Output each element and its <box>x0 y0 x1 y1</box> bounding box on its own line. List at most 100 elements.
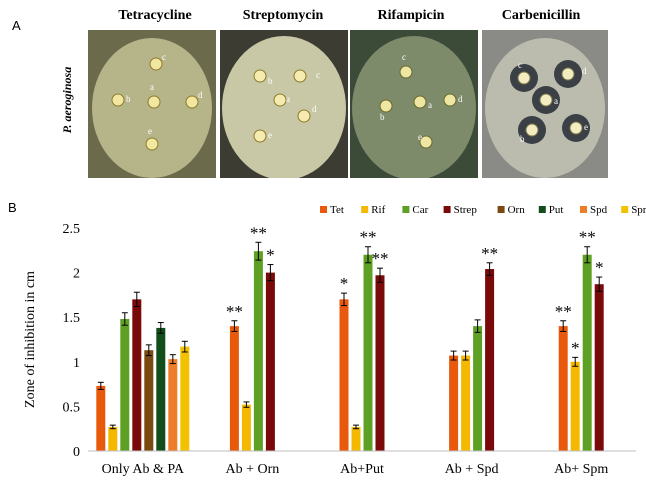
bar-rif <box>461 355 471 451</box>
x-tick-label: Ab+Put <box>340 462 384 477</box>
plate-title-carbenicillin: Carbenicillin <box>501 8 581 23</box>
disc <box>253 69 267 83</box>
plate-carbenicillin: c d b a e <box>482 30 608 178</box>
legend-label-spd: Spd <box>590 204 608 216</box>
legend-swatch-car <box>402 206 410 213</box>
legend-label-strep: Strep <box>454 204 478 216</box>
bar-strep <box>265 272 275 451</box>
disc-label: d <box>458 94 463 104</box>
bar-car <box>253 251 263 451</box>
legend-label-car: Car <box>412 204 428 216</box>
plate-streptomycin: b c a d e <box>220 30 348 178</box>
y-axis-label: Zone of inhibition in cm <box>23 271 38 408</box>
bar-tet <box>449 355 459 451</box>
significance-mark: ** <box>250 223 267 242</box>
disc-label: e <box>584 122 588 132</box>
disc <box>443 93 457 107</box>
y-tick-label: 0 <box>73 445 80 460</box>
bar-rif <box>351 426 361 451</box>
plate-title-streptomycin: Streptomycin <box>242 8 324 23</box>
disc-label: e <box>268 130 272 140</box>
y-tick-label: 0.5 <box>63 400 81 415</box>
significance-mark: ** <box>555 302 572 321</box>
legend-swatch-rif <box>361 206 369 213</box>
disc-label: d <box>198 90 203 100</box>
significance-mark: * <box>266 246 275 265</box>
significance-mark: ** <box>360 228 377 247</box>
legend-swatch-orn <box>497 206 505 213</box>
x-tick-label: Only Ab & PA <box>102 462 185 477</box>
significance-mark: * <box>595 258 604 277</box>
disc-label: b <box>126 94 131 104</box>
bar-tet <box>339 299 349 451</box>
disc-label: a <box>554 96 558 106</box>
bar-strep <box>132 299 142 451</box>
disc-label: c <box>402 52 406 62</box>
disc <box>569 121 583 135</box>
disc <box>525 123 539 137</box>
bar-put <box>156 327 166 451</box>
disc-label: c <box>316 70 320 80</box>
legend-label-orn: Orn <box>508 204 526 216</box>
disc-label: b <box>268 76 273 86</box>
x-tick-label: Ab + Orn <box>226 462 280 477</box>
significance-mark: ** <box>372 249 389 268</box>
bar-strep <box>594 284 604 451</box>
disc <box>561 67 575 81</box>
disc <box>111 93 125 107</box>
disc-label: a <box>150 82 154 92</box>
significance-mark: * <box>571 338 580 357</box>
panel-a-label: A <box>12 18 21 33</box>
disc <box>413 95 427 109</box>
significance-mark: ** <box>226 302 243 321</box>
agar-surface <box>222 36 346 178</box>
bar-tet <box>229 326 239 451</box>
disc <box>539 93 553 107</box>
agar-surface <box>352 36 476 178</box>
disc <box>399 65 413 79</box>
disc <box>293 69 307 83</box>
legend-label-spm: Spm <box>631 204 646 216</box>
legend-label-rif: Rif <box>371 204 385 216</box>
bar-car <box>363 254 373 451</box>
significance-mark: ** <box>481 244 498 263</box>
disc <box>297 109 311 123</box>
legend-label-put: Put <box>549 204 564 216</box>
legend-swatch-spm <box>621 206 629 213</box>
disc-label: b <box>380 112 385 122</box>
disc <box>149 57 163 71</box>
legend-swatch-put <box>538 206 546 213</box>
disc-label: d <box>582 66 587 76</box>
bar-spm <box>180 346 190 451</box>
disc <box>253 129 267 143</box>
legend-swatch-tet <box>320 206 327 213</box>
bar-tet <box>558 326 568 451</box>
disc-label: d <box>312 104 317 114</box>
disc-label: e <box>418 132 422 142</box>
bar-rif <box>241 404 251 451</box>
disc <box>379 99 393 113</box>
bar-car <box>120 318 130 451</box>
legend-label-tet: Tet <box>330 204 344 216</box>
x-tick-label: Ab + Spd <box>445 462 499 477</box>
bar-car <box>473 326 483 451</box>
bar-orn <box>144 350 154 451</box>
significance-mark: ** <box>579 228 596 247</box>
disc-label: c <box>518 60 522 70</box>
plate-tetracycline: c b a d e <box>88 30 216 178</box>
legend-swatch-spd <box>580 206 587 213</box>
bar-rif <box>570 361 580 451</box>
bar-rif <box>108 426 118 451</box>
y-tick-label: 1.5 <box>63 311 81 326</box>
bar-strep <box>485 269 495 451</box>
y-tick-label: 2.5 <box>63 222 81 237</box>
plate-rifampicin: c b a d e <box>350 30 478 178</box>
disc <box>145 137 159 151</box>
disc <box>147 95 161 109</box>
panel-b-label: B <box>8 200 17 215</box>
plate-title-rifampicin: Rifampicin <box>377 8 445 23</box>
disc <box>419 135 433 149</box>
disc <box>273 93 287 107</box>
legend-swatch-strep <box>443 206 451 213</box>
